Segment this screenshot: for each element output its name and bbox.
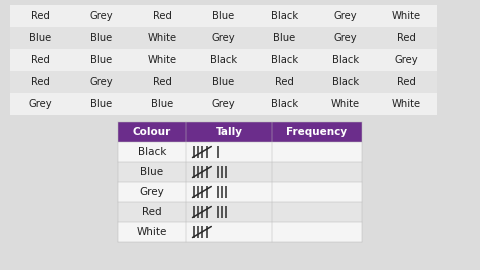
Bar <box>254 27 315 49</box>
Bar <box>193 27 254 49</box>
Text: Grey: Grey <box>140 187 164 197</box>
Bar <box>376 49 437 71</box>
Text: White: White <box>148 33 177 43</box>
Text: Red: Red <box>397 77 416 87</box>
Bar <box>254 5 315 27</box>
Bar <box>71 93 132 115</box>
Text: Blue: Blue <box>90 33 113 43</box>
Bar <box>254 71 315 93</box>
Text: Black: Black <box>271 55 298 65</box>
Text: Grey: Grey <box>334 11 357 21</box>
Text: Blue: Blue <box>141 167 164 177</box>
Text: Grey: Grey <box>395 55 418 65</box>
Text: Black: Black <box>271 99 298 109</box>
Text: Frequency: Frequency <box>287 127 348 137</box>
Text: White: White <box>392 11 421 21</box>
Text: White: White <box>137 227 167 237</box>
Text: Blue: Blue <box>90 55 113 65</box>
Text: Grey: Grey <box>212 33 235 43</box>
Text: Red: Red <box>397 33 416 43</box>
Bar <box>272 162 362 182</box>
Bar <box>71 49 132 71</box>
Bar <box>315 27 376 49</box>
Bar <box>376 5 437 27</box>
Bar <box>118 142 186 162</box>
Text: Black: Black <box>138 147 166 157</box>
Bar <box>193 93 254 115</box>
Bar <box>272 222 362 242</box>
Bar <box>71 71 132 93</box>
Text: Blue: Blue <box>212 11 235 21</box>
Bar <box>254 49 315 71</box>
Bar <box>186 162 272 182</box>
Text: Grey: Grey <box>90 11 113 21</box>
Bar <box>118 182 186 202</box>
Bar <box>10 71 71 93</box>
Text: Blue: Blue <box>90 99 113 109</box>
Text: Black: Black <box>210 55 237 65</box>
Bar <box>132 93 193 115</box>
Bar <box>118 222 186 242</box>
Text: Red: Red <box>275 77 294 87</box>
Text: Black: Black <box>271 11 298 21</box>
Bar <box>376 27 437 49</box>
Text: Black: Black <box>332 55 359 65</box>
Text: Red: Red <box>31 77 50 87</box>
Bar <box>10 93 71 115</box>
Bar <box>186 142 272 162</box>
Bar <box>315 5 376 27</box>
Bar <box>10 49 71 71</box>
Bar <box>315 49 376 71</box>
Text: Grey: Grey <box>90 77 113 87</box>
Bar <box>132 5 193 27</box>
Bar <box>272 202 362 222</box>
Text: Grey: Grey <box>212 99 235 109</box>
Bar <box>118 162 186 182</box>
Text: Red: Red <box>142 207 162 217</box>
Text: White: White <box>392 99 421 109</box>
Text: Blue: Blue <box>274 33 296 43</box>
Text: Blue: Blue <box>29 33 52 43</box>
Bar <box>315 93 376 115</box>
Bar <box>272 142 362 162</box>
Bar <box>186 222 272 242</box>
Bar <box>10 5 71 27</box>
Bar <box>193 71 254 93</box>
Text: Black: Black <box>332 77 359 87</box>
Bar <box>118 122 186 142</box>
Bar <box>193 49 254 71</box>
Bar <box>186 202 272 222</box>
Bar <box>186 122 272 142</box>
Text: Blue: Blue <box>212 77 235 87</box>
Bar <box>315 71 376 93</box>
Text: White: White <box>148 55 177 65</box>
Bar <box>10 27 71 49</box>
Text: Tally: Tally <box>216 127 242 137</box>
Bar <box>376 93 437 115</box>
Bar <box>193 5 254 27</box>
Bar <box>132 49 193 71</box>
Bar <box>71 27 132 49</box>
Bar <box>186 182 272 202</box>
Bar <box>254 93 315 115</box>
Bar <box>376 71 437 93</box>
Text: Blue: Blue <box>151 99 174 109</box>
Bar <box>71 5 132 27</box>
Text: Grey: Grey <box>29 99 52 109</box>
Text: Red: Red <box>31 11 50 21</box>
Text: White: White <box>331 99 360 109</box>
Bar <box>272 182 362 202</box>
Text: Red: Red <box>31 55 50 65</box>
Text: Colour: Colour <box>133 127 171 137</box>
Bar <box>132 27 193 49</box>
Text: Red: Red <box>153 11 172 21</box>
Bar <box>118 202 186 222</box>
Bar <box>272 122 362 142</box>
Bar <box>132 71 193 93</box>
Text: Grey: Grey <box>334 33 357 43</box>
Text: Red: Red <box>153 77 172 87</box>
